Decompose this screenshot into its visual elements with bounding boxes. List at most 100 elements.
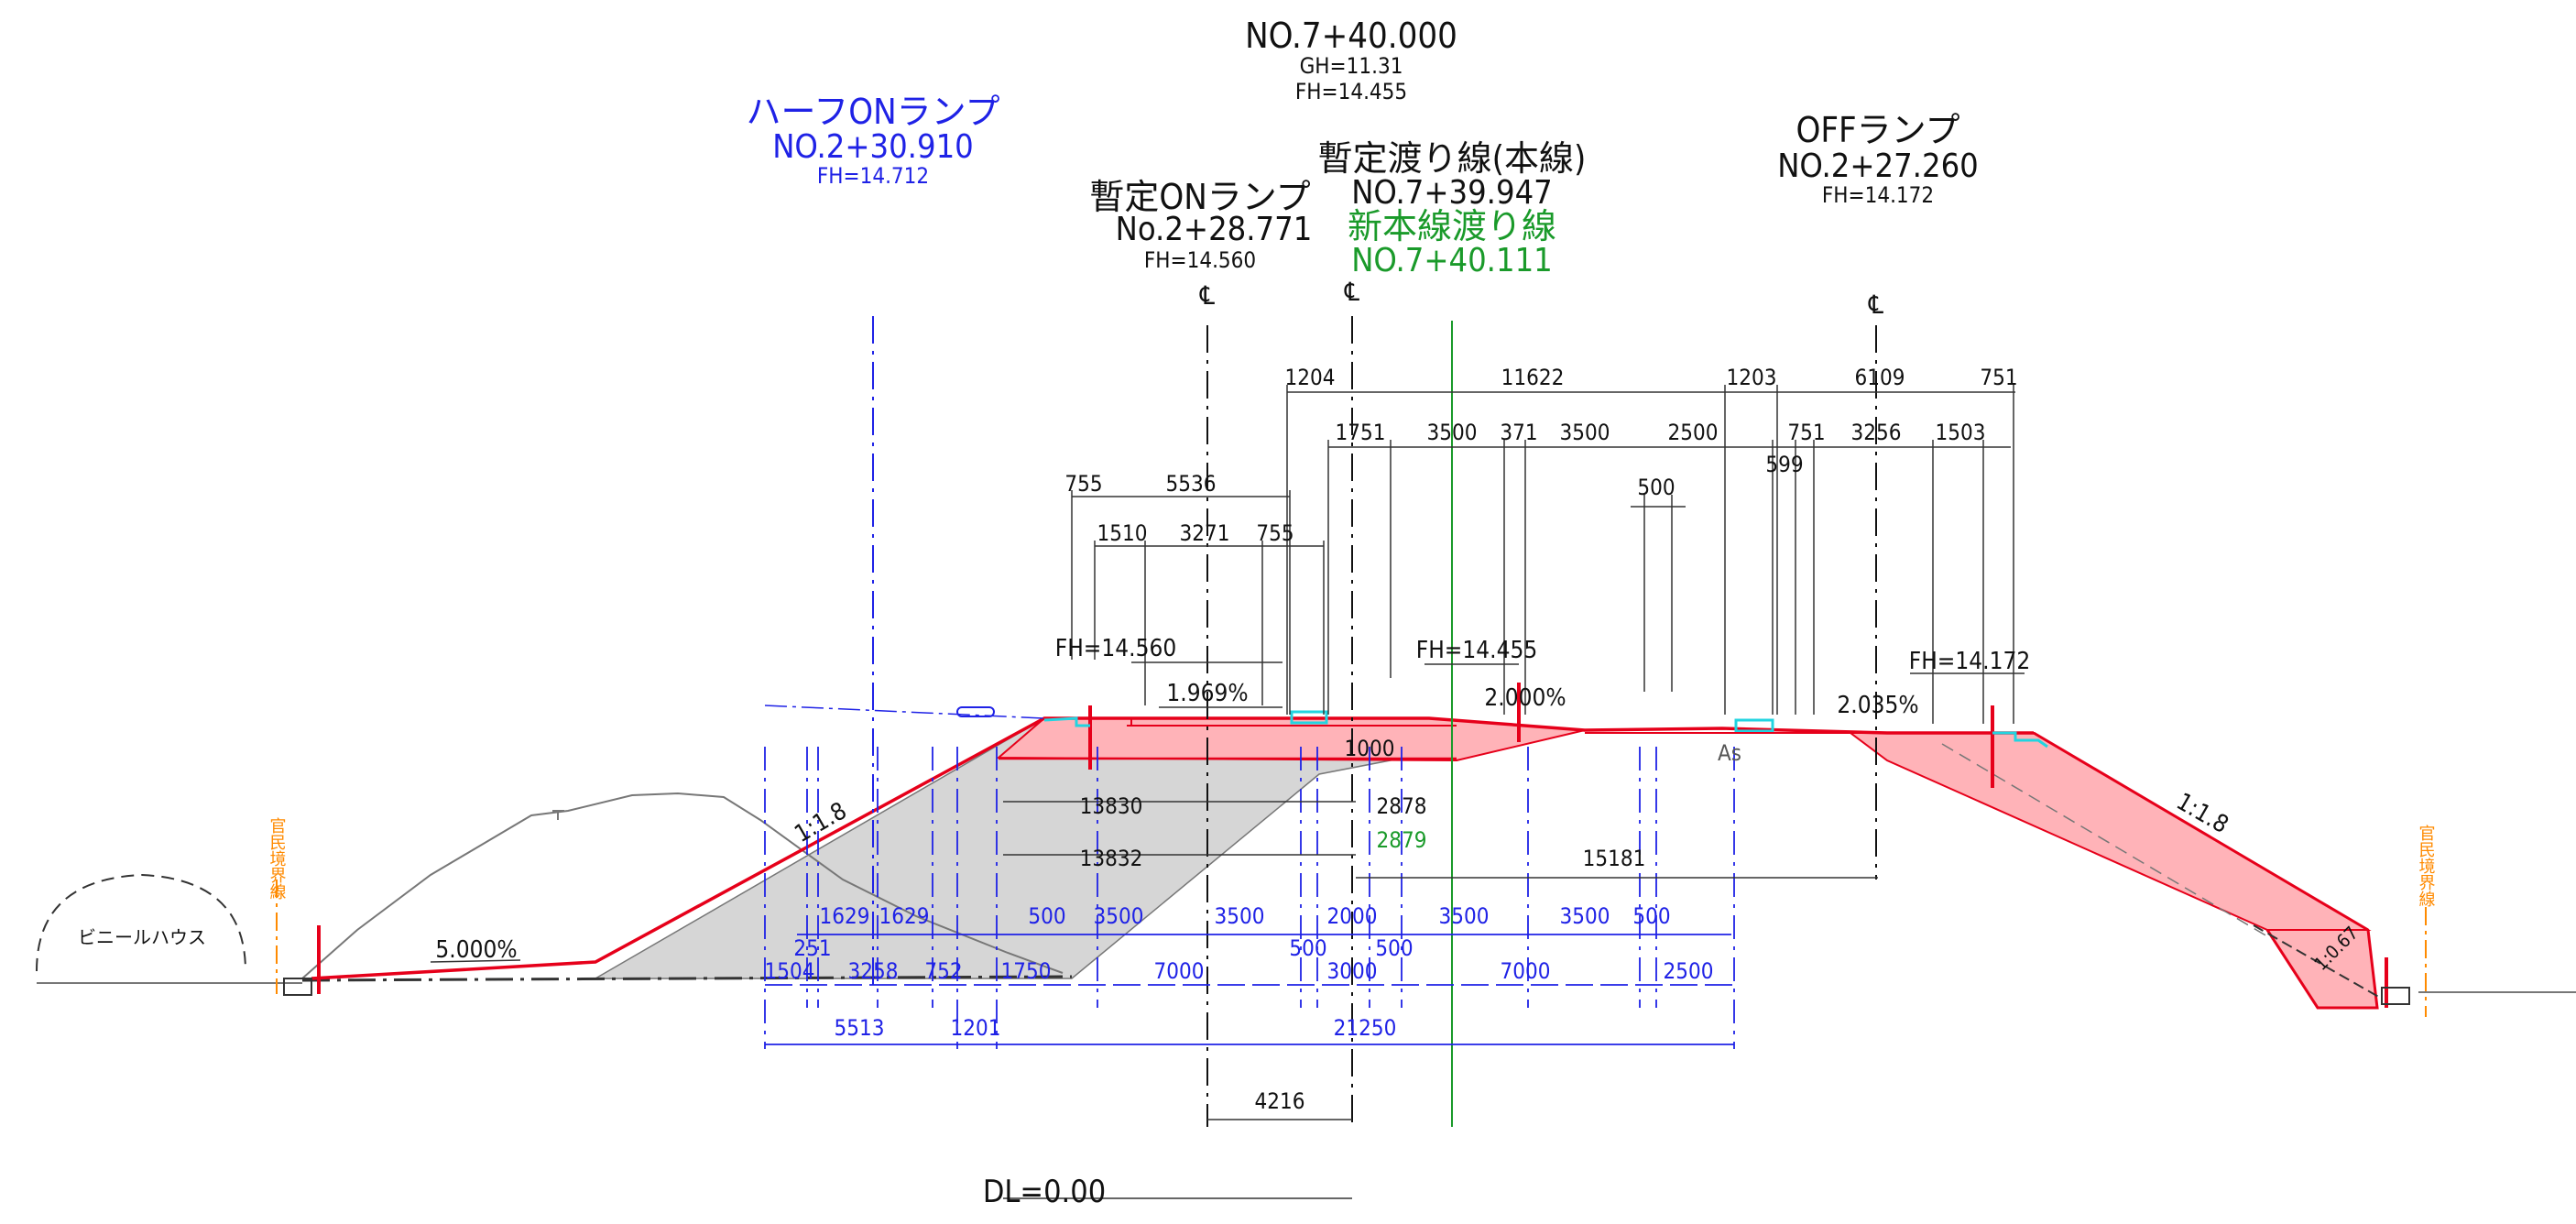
curb-4: [1992, 731, 2048, 749]
dim-3256: 3256: [1851, 420, 1902, 445]
dim-b7000b: 7000: [1501, 958, 1551, 984]
dim-1510: 1510: [1097, 520, 1148, 546]
ref-line-blue: [764, 705, 1045, 719]
dim-6109: 6109: [1855, 365, 1905, 390]
slope-1: 1.969%: [1166, 680, 1248, 707]
dim-b3258: 3258: [848, 958, 899, 984]
datum-label: DL=0.00: [983, 1174, 1106, 1210]
slope-right-edge: [2033, 731, 2369, 932]
dim-b500c: 500: [1289, 935, 1326, 961]
dim-b500d: 500: [1375, 935, 1413, 961]
temp-on-title: 暫定ONランプ: [1089, 177, 1310, 217]
dim-b1629a: 1629: [820, 903, 870, 929]
fh-mid: FH=14.455: [1416, 637, 1537, 664]
red-fill-right: [1848, 732, 2372, 931]
greenhouse-label: ビニールハウス: [78, 926, 206, 948]
dim-599: 599: [1765, 452, 1803, 477]
ditch-right: [2381, 987, 2410, 1005]
dim-5536: 5536: [1166, 471, 1217, 497]
dim-13830: 13830: [1080, 793, 1143, 819]
boundary-left-label: 官民境界線: [267, 817, 287, 900]
dim-751b: 751: [1787, 420, 1825, 445]
dim-1751: 1751: [1336, 420, 1386, 445]
half-on-fh: FH=14.712: [817, 163, 929, 189]
dim-15181: 15181: [1583, 846, 1646, 871]
boundary-right-label: 官民境界線: [2417, 825, 2436, 907]
dim-b3500c: 3500: [1439, 903, 1490, 929]
right-toe-lines: [2265, 929, 2379, 1010]
off-station: NO.2+27.260: [1777, 148, 1979, 185]
dim-2878: 2878: [1377, 793, 1427, 819]
ditch-left: [283, 978, 312, 996]
dim-b1201: 1201: [951, 1015, 1001, 1041]
half-on-station: NO.2+30.910: [772, 128, 974, 166]
dim-b500a: 500: [1028, 903, 1065, 929]
curb-1: [1043, 716, 1090, 727]
dim-1204: 1204: [1285, 365, 1336, 390]
dim-3500b: 3500: [1560, 420, 1610, 445]
dim-755b: 755: [1256, 520, 1293, 546]
right-toe-dashed: [2253, 924, 2383, 1000]
dim-b1504: 1504: [765, 958, 815, 984]
new-cross-station: NO.7+40.111: [1351, 242, 1553, 279]
existing-ground: [301, 792, 1064, 979]
dim-b1750: 1750: [1001, 958, 1052, 984]
dim-b2000: 2000: [1327, 903, 1378, 929]
dim-b251: 251: [793, 935, 831, 961]
slope-2: 2.000%: [1484, 684, 1566, 712]
fh-left: FH=14.560: [1055, 635, 1176, 662]
dim-b1629b: 1629: [879, 903, 930, 929]
road-base-dash: [301, 975, 1073, 982]
slope-3: 2.035%: [1837, 692, 1918, 719]
dim-b7000a: 7000: [1154, 958, 1205, 984]
as-label: As: [1718, 740, 1741, 766]
dim-13832: 13832: [1080, 846, 1143, 871]
off-title: OFFランプ: [1796, 110, 1959, 150]
main-station: NO.7+40.000: [1245, 16, 1457, 56]
dim-3271: 3271: [1180, 520, 1230, 546]
right-toe-dashed2: [1941, 743, 2273, 940]
fh-right: FH=14.172: [1909, 648, 2030, 675]
slope-4: 5.000%: [435, 936, 517, 964]
curb-2: [1290, 710, 1328, 725]
slope-4-underline: [430, 959, 521, 963]
dim-b3500b: 3500: [1215, 903, 1265, 929]
dim-2500: 2500: [1668, 420, 1719, 445]
main-gh: GH=11.31: [1300, 53, 1403, 79]
cl-symbol-temp-on: ℄: [1199, 280, 1216, 311]
temp-on-fh: FH=14.560: [1144, 247, 1256, 273]
dim-4216: 4216: [1255, 1088, 1305, 1114]
dim-755a: 755: [1064, 471, 1102, 497]
tree-symbol: [552, 810, 564, 820]
blue-dim-verticals: [764, 747, 1735, 1049]
temp-cross-station: NO.7+39.947: [1351, 174, 1553, 212]
curb-3: [1734, 718, 1774, 733]
dim-751a: 751: [1980, 365, 2017, 390]
temp-cross-title: 暫定渡り線(本線): [1318, 138, 1587, 179]
dim-b3500a: 3500: [1094, 903, 1144, 929]
off-fh: FH=14.172: [1822, 182, 1934, 208]
dim-b21250: 21250: [1334, 1015, 1397, 1041]
cl-symbol-off: ℄: [1868, 290, 1884, 320]
top-dim-lines: [1003, 391, 2025, 1199]
dim-1000: 1000: [1345, 736, 1395, 761]
dim-1503: 1503: [1936, 420, 1986, 445]
dim-b3500d: 3500: [1560, 903, 1610, 929]
dim-b500b: 500: [1632, 903, 1670, 929]
main-fh: FH=14.455: [1295, 79, 1407, 104]
marker-small: [956, 706, 995, 717]
dim-1203: 1203: [1727, 365, 1777, 390]
cl-symbol-temp-cross: ℄: [1344, 277, 1360, 307]
dim-2879: 2879: [1377, 827, 1427, 853]
dim-500: 500: [1637, 475, 1675, 500]
dim-b752: 752: [924, 958, 962, 984]
dim-3500a: 3500: [1427, 420, 1478, 445]
new-cross-title: 新本線渡り線: [1348, 206, 1556, 246]
blue-dim-horizontals: [765, 934, 1734, 1045]
dim-b3000: 3000: [1327, 958, 1378, 984]
top-dim-ticks: [1071, 385, 2014, 724]
dim-b2500: 2500: [1664, 958, 1714, 984]
half-on-title: ハーフONランプ: [746, 92, 999, 132]
greenhouse-arch: [36, 873, 246, 972]
